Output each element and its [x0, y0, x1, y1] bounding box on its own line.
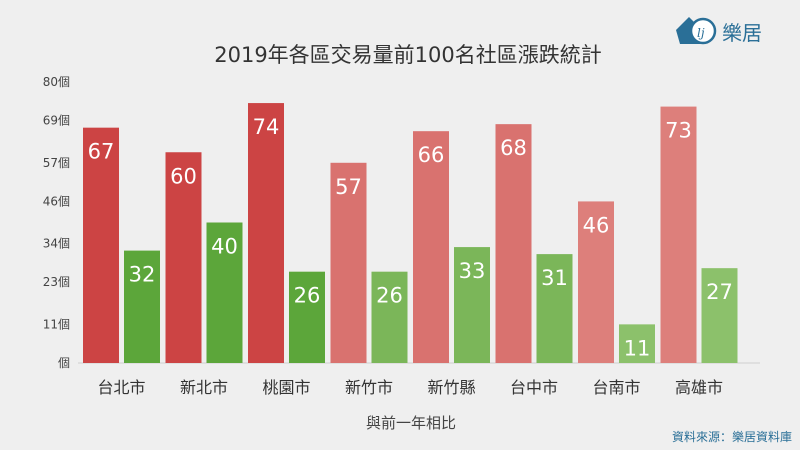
x-tick-label: 新北市: [180, 378, 228, 397]
y-tick-label: 46個: [43, 194, 70, 208]
bar-green: [701, 268, 738, 363]
x-axis-label: 與前一年相比: [366, 414, 456, 432]
bar-red: [165, 152, 202, 363]
source-note: 資料來源：樂居資料庫: [672, 429, 792, 444]
bar-red: [330, 162, 367, 363]
bar-value-label: 11: [624, 336, 651, 360]
brand-name: 樂居: [722, 21, 762, 45]
bar-value-label: 46: [583, 213, 610, 237]
x-axis: 台北市 新北市 桃園市 新竹市 新竹縣 台中市 台南市 高雄市: [97, 378, 723, 397]
chart-title: 2019年各區交易量前100名社區漲跌統計: [214, 43, 602, 67]
bar-value-label: 73: [665, 119, 692, 143]
bar-red: [495, 124, 532, 364]
x-tick-label: 台中市: [510, 378, 558, 397]
y-tick-label: 69個: [43, 114, 70, 128]
y-tick-label: 11個: [43, 317, 70, 331]
y-tick-label: 個: [58, 356, 70, 370]
x-tick-label: 桃園市: [262, 378, 310, 397]
y-tick-label: 57個: [43, 156, 70, 170]
bar-value-label: 31: [541, 266, 568, 290]
y-axis: 個 11個 23個 34個 46個 57個 69個 80個: [43, 75, 70, 370]
bar-green: [536, 254, 573, 363]
bar-value-label: 66: [418, 143, 445, 167]
bar-red: [248, 103, 284, 363]
bar-green: [206, 222, 243, 363]
bar-value-label: 27: [706, 280, 733, 304]
bar-red: [578, 201, 614, 363]
bar-value-label: 26: [294, 284, 321, 308]
bar-red: [660, 106, 697, 364]
bars: 67 32 60 40 74 26 57 26 66 33 68 31 46 11 73 27: [83, 103, 738, 364]
y-tick-label: 34個: [43, 237, 70, 251]
bar-value-label: 74: [253, 115, 280, 139]
bar-value-label: 60: [170, 164, 197, 188]
x-tick-label: 新竹縣: [427, 378, 475, 397]
bar-value-label: 32: [129, 263, 156, 287]
bar-green: [454, 247, 490, 363]
bar-value-label: 67: [88, 140, 115, 164]
bar-green: [289, 271, 325, 363]
bar-value-label: 33: [459, 259, 486, 283]
y-tick-label: 23個: [43, 275, 70, 289]
bar-green: [371, 271, 408, 363]
bar-red: [83, 127, 119, 363]
x-tick-label: 台北市: [97, 378, 145, 397]
bar-value-label: 68: [500, 136, 527, 160]
svg-text:lj: lj: [697, 26, 705, 40]
brand-logo: lj 樂居: [676, 17, 762, 45]
bar-green: [124, 250, 160, 363]
bar-value-label: 40: [211, 235, 238, 259]
bar-value-label: 57: [335, 175, 362, 199]
y-tick-label: 80個: [43, 75, 70, 89]
bar-green: [619, 324, 655, 363]
x-tick-label: 高雄市: [675, 378, 723, 397]
x-tick-label: 台南市: [592, 378, 640, 397]
leju-logo-icon: lj: [676, 17, 717, 45]
bar-value-label: 26: [376, 284, 403, 308]
x-tick-label: 新竹市: [345, 378, 393, 397]
bar-red: [413, 131, 449, 363]
